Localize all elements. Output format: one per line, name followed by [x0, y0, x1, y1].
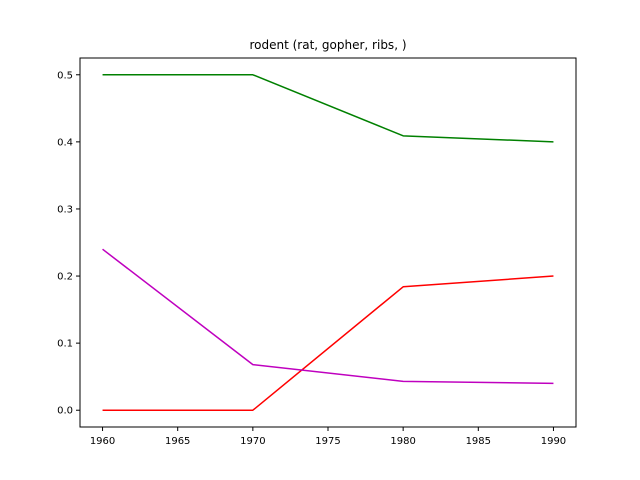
plot-area	[79, 57, 577, 428]
x-tick-label: 1975	[315, 436, 340, 447]
x-tick-label: 1990	[541, 436, 566, 447]
x-tick-label: 1980	[390, 436, 415, 447]
y-tick-label: 0.0	[57, 406, 73, 417]
y-tick-label: 0.5	[57, 70, 73, 81]
x-axis: 1960 1965 1970 1975 1980 1985 1990	[90, 427, 566, 447]
series-line-1	[102, 74, 554, 143]
series-line-3	[102, 248, 554, 385]
chart-title: rodent (rat, gopher, ribs, )	[249, 38, 406, 52]
x-tick-label: 1970	[240, 436, 265, 447]
y-tick-label: 0.4	[57, 137, 73, 148]
y-tick-label: 0.1	[57, 339, 73, 350]
y-axis: 0.0 0.1 0.2 0.3 0.4 0.5	[57, 70, 80, 417]
y-tick-label: 0.2	[57, 272, 73, 283]
plot-frame	[79, 57, 577, 428]
series-layer	[102, 74, 554, 411]
x-tick-label: 1985	[466, 436, 491, 447]
series-line-2	[102, 275, 554, 411]
x-tick-label: 1960	[90, 436, 115, 447]
x-tick-label: 1965	[165, 436, 190, 447]
y-tick-label: 0.3	[57, 204, 73, 215]
